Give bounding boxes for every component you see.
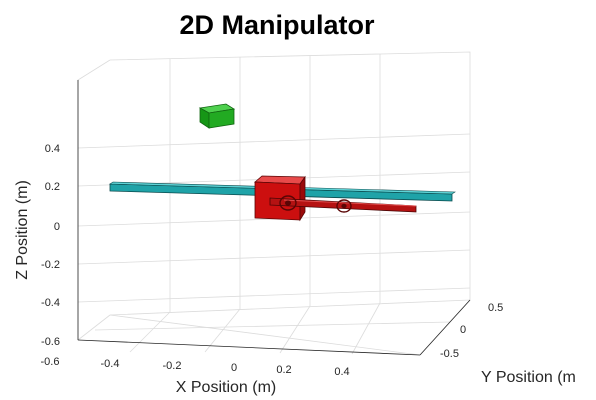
z-tick: -0.6 xyxy=(41,336,60,348)
z-tick: 0.2 xyxy=(45,181,60,193)
y-tick: -0.5 xyxy=(440,348,459,360)
x-tick: -0.4 xyxy=(101,358,120,370)
z-tick: -0.2 xyxy=(41,259,60,271)
z-tick: 0 xyxy=(54,221,60,233)
end-effector-box xyxy=(253,175,306,222)
z-tick: -0.4 xyxy=(41,297,60,309)
x-tick: -0.6 xyxy=(41,356,60,368)
z-axis-label: Z Position (m) xyxy=(14,180,31,280)
joint-icon xyxy=(279,195,297,211)
y-axis-label: Y Position (m xyxy=(481,369,576,386)
x-tick: 0 xyxy=(231,362,237,374)
x-axis-label: X Position (m) xyxy=(176,379,276,396)
y-tick: 0.5 xyxy=(488,302,503,314)
x-tick: -0.2 xyxy=(163,360,182,372)
y-ticks: 0.5 0 -0.5 xyxy=(440,302,503,360)
z-ticks: 0.4 0.2 0 -0.2 -0.4 -0.6 xyxy=(41,143,60,348)
x-tick: 0.2 xyxy=(276,364,291,376)
x-ticks: -0.6 -0.4 -0.2 0 0.2 0.4 xyxy=(41,356,350,378)
axes xyxy=(77,80,471,356)
plot-title: 2D Manipulator xyxy=(179,10,375,40)
target-box xyxy=(198,103,236,129)
z-tick: 0.4 xyxy=(45,143,60,155)
y-tick: 0 xyxy=(460,324,466,336)
joint-icon xyxy=(336,199,352,213)
x-tick: 0.4 xyxy=(334,366,349,378)
